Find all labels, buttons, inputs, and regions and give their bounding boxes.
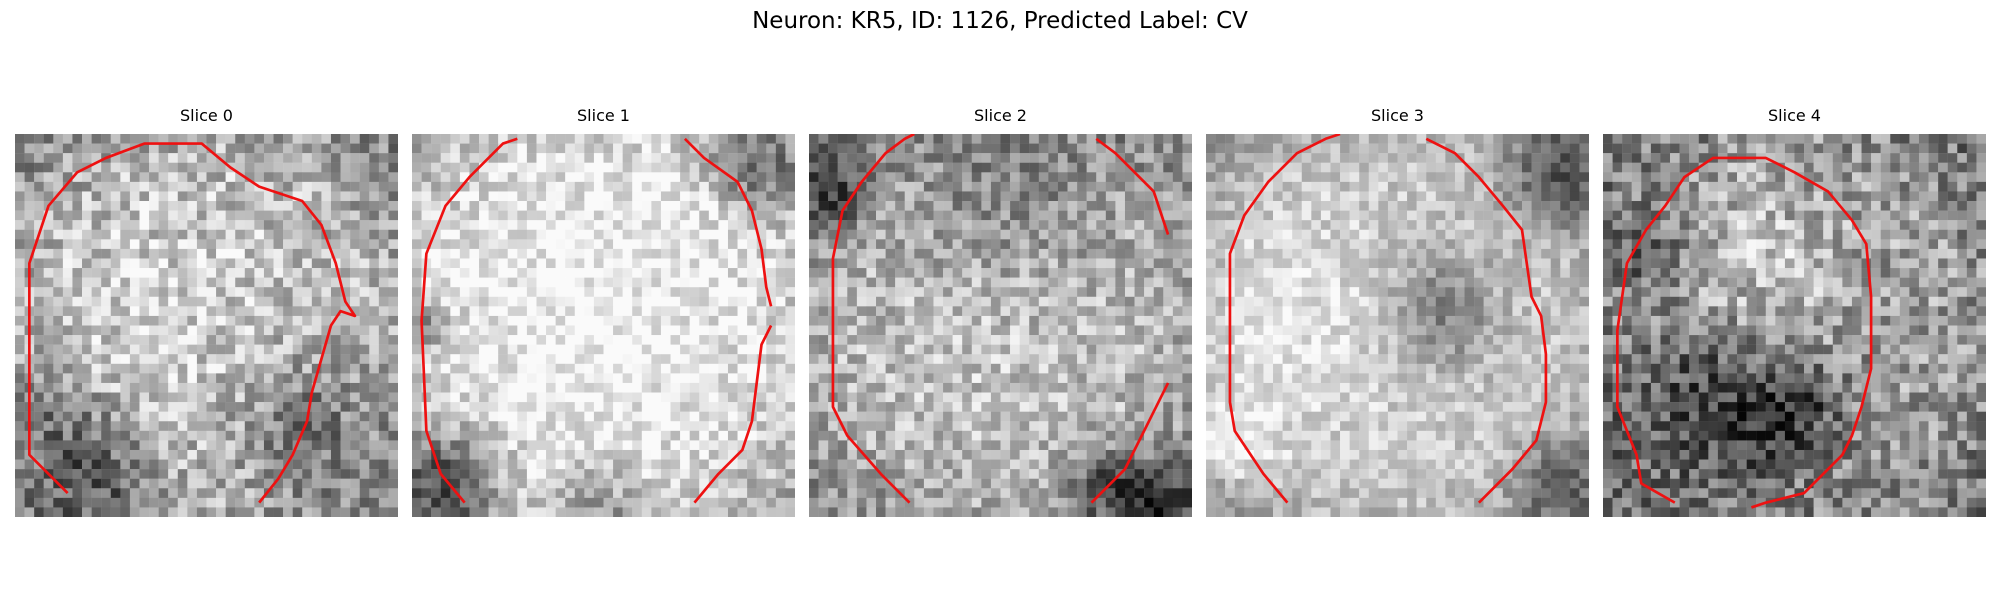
pixel-grid	[15, 134, 398, 517]
segmentation-contour	[420, 137, 518, 504]
segmentation-contour	[1095, 137, 1170, 235]
segmentation-contour	[1616, 156, 1873, 509]
slice-image	[1603, 134, 1986, 517]
slice-title: Slice 1	[577, 106, 630, 125]
segmentation-contour	[831, 134, 915, 504]
segmentation-contour	[1228, 134, 1341, 504]
slice-image	[1206, 134, 1589, 517]
segmentation-contour	[1425, 137, 1548, 504]
slice-image	[809, 134, 1192, 517]
segmentation-contour	[1090, 382, 1170, 504]
slice-image	[15, 134, 398, 517]
slice-title: Slice 2	[974, 106, 1027, 125]
pixel-grid	[809, 134, 1192, 517]
segmentation-contour	[693, 324, 773, 504]
slice-title: Slice 3	[1371, 106, 1424, 125]
slice-title: Slice 4	[1768, 106, 1821, 125]
pixel-grid	[1603, 134, 1986, 517]
pixel-grid	[412, 134, 795, 517]
figure-title: Neuron: KR5, ID: 1126, Predicted Label: …	[752, 8, 1248, 34]
segmentation-contour	[683, 137, 773, 307]
slice-title: Slice 0	[180, 106, 233, 125]
pixel-grid	[1206, 134, 1589, 517]
segmentation-contour	[28, 142, 357, 504]
slice-image	[412, 134, 795, 517]
